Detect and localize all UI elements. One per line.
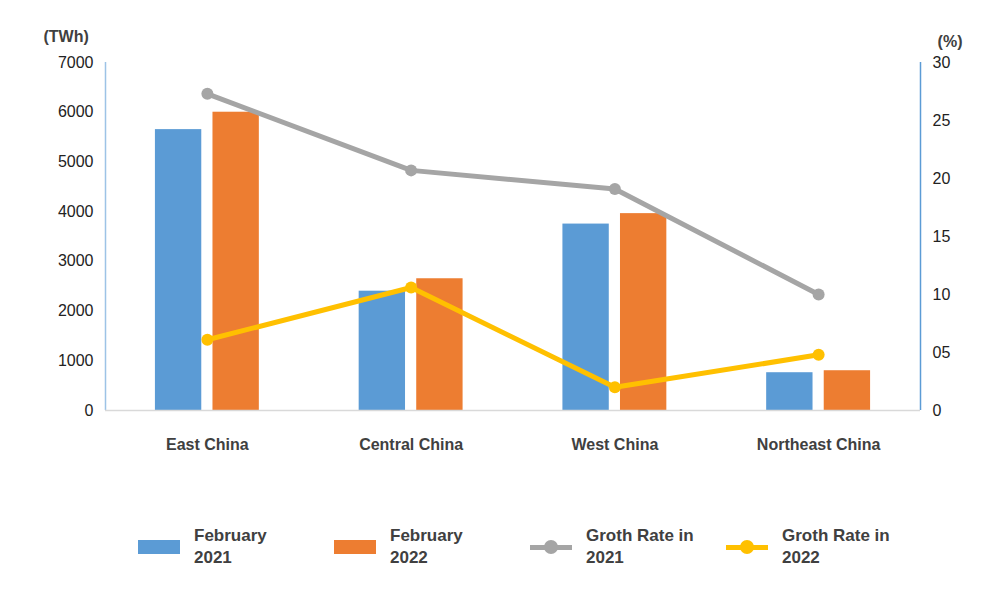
svg-text:3000: 3000 [58, 252, 94, 269]
html-text:February 2021: February 2021 [194, 526, 267, 567]
svg-text:0: 0 [933, 402, 942, 419]
svg-text:05: 05 [933, 344, 951, 361]
svg-text:Central China: Central China [359, 436, 463, 453]
svg-text:Northeast China: Northeast China [757, 436, 881, 453]
svg-text:2000: 2000 [58, 302, 94, 319]
svg-text:4000: 4000 [58, 203, 94, 220]
svg-text:(TWh): (TWh) [44, 28, 89, 45]
svg-text:(%): (%) [938, 33, 963, 50]
svg-text:15: 15 [933, 228, 951, 245]
svg-text:7000: 7000 [58, 54, 94, 71]
svg-text:East China: East China [166, 436, 249, 453]
html-text:Groth Rate in 2022: Groth Rate in 2022 [782, 526, 890, 567]
svg-text:5000: 5000 [58, 153, 94, 170]
svg-text:6000: 6000 [58, 103, 94, 120]
svg-text:25: 25 [933, 112, 951, 129]
svg-text:1000: 1000 [58, 352, 94, 369]
svg-text:West China: West China [571, 436, 658, 453]
html-text:February 2022: February 2022 [390, 526, 463, 567]
html-text:Groth Rate in 2021: Groth Rate in 2021 [586, 526, 694, 567]
svg-text:30: 30 [933, 54, 951, 71]
svg-text:10: 10 [933, 286, 951, 303]
svg-text:0: 0 [85, 402, 94, 419]
svg-text:20: 20 [933, 170, 951, 187]
